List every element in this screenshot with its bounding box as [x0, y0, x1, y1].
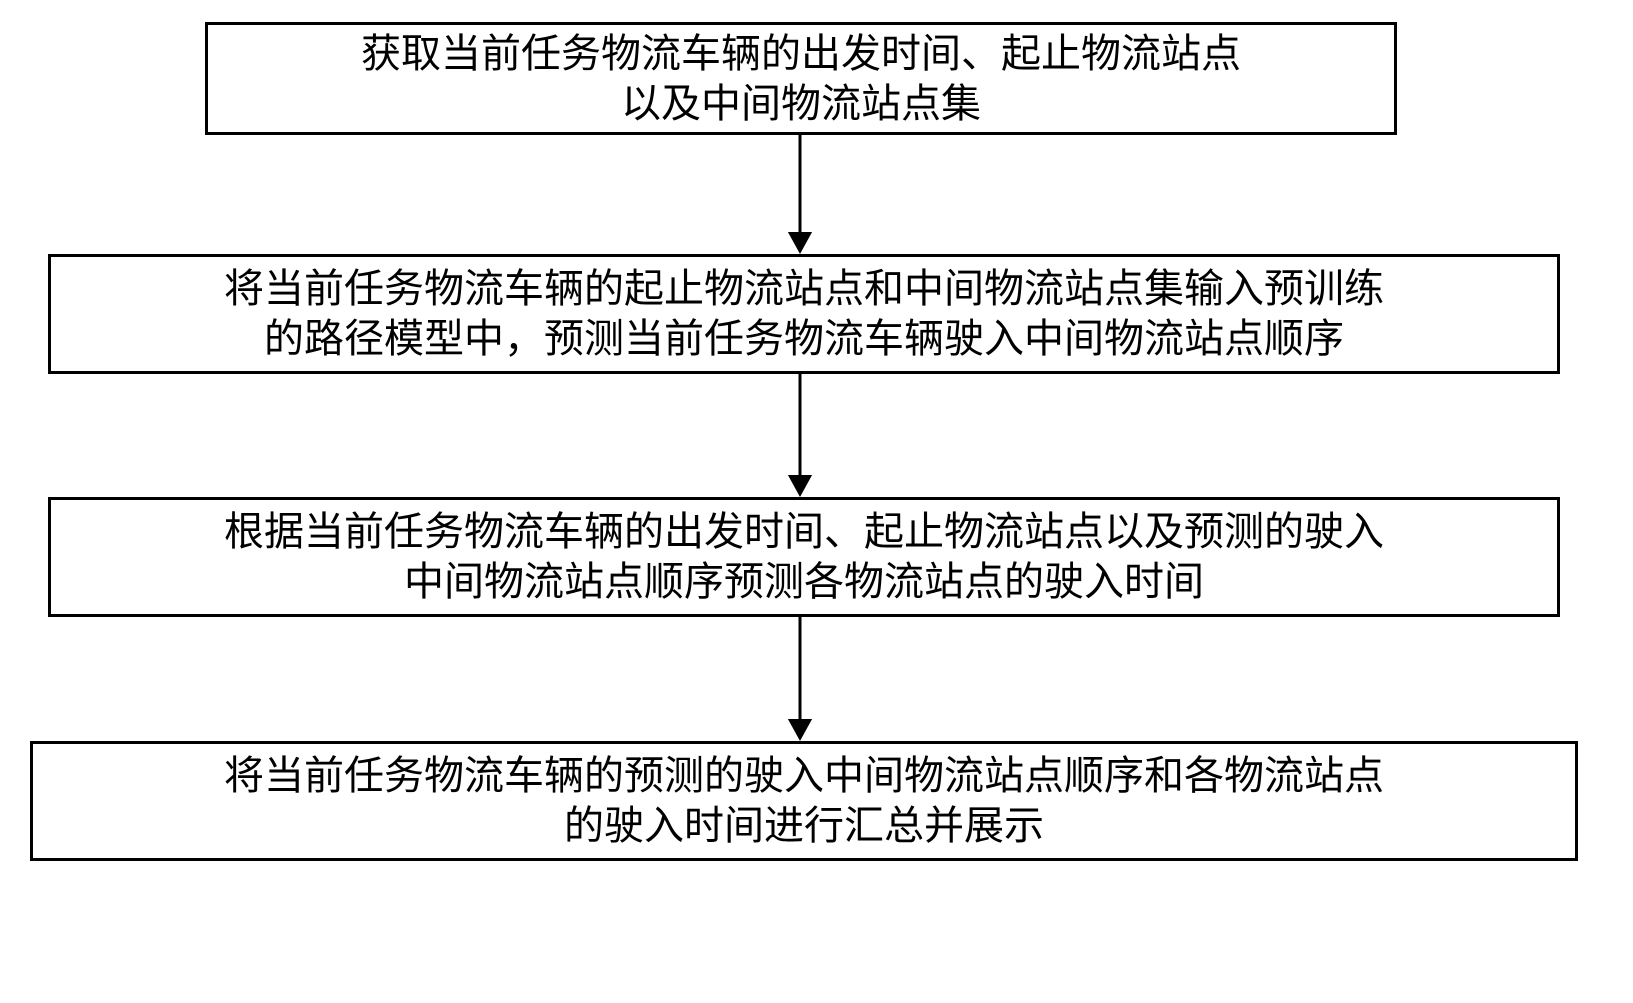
flow-node-1: 获取当前任务物流车辆的出发时间、起止物流站点 以及中间物流站点集: [205, 22, 1397, 135]
flow-arrow-2: [778, 374, 822, 497]
flow-node-3: 根据当前任务物流车辆的出发时间、起止物流站点以及预测的驶入 中间物流站点顺序预测…: [48, 497, 1560, 617]
flowchart-canvas: 获取当前任务物流车辆的出发时间、起止物流站点 以及中间物流站点集 将当前任务物流…: [0, 0, 1633, 1003]
flow-arrow-1: [778, 135, 822, 254]
flow-node-2: 将当前任务物流车辆的起止物流站点和中间物流站点集输入预训练 的路径模型中，预测当…: [48, 254, 1560, 374]
flow-node-4: 将当前任务物流车辆的预测的驶入中间物流站点顺序和各物流站点 的驶入时间进行汇总并…: [30, 741, 1578, 861]
flow-arrow-3: [778, 617, 822, 741]
